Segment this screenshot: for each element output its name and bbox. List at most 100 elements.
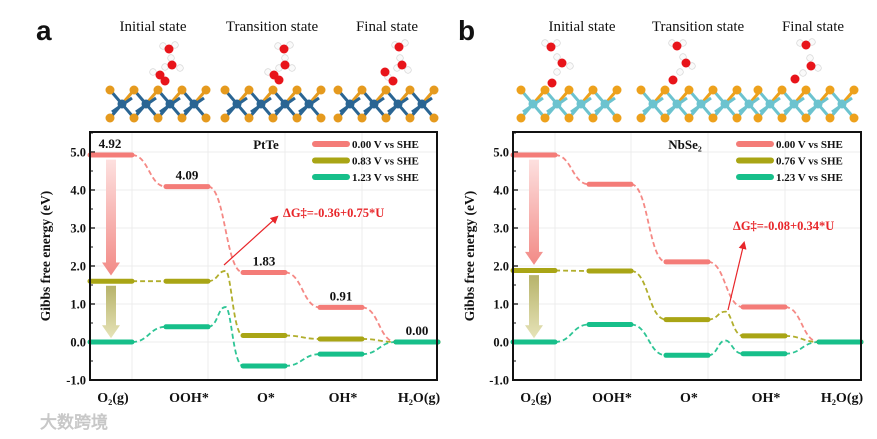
chalcogen-atom — [516, 113, 526, 123]
metal-atom — [369, 99, 379, 109]
chalcogen-atom — [105, 85, 115, 95]
chalcogen-atom — [684, 85, 694, 95]
metal-atom — [600, 99, 610, 109]
metal-atom — [165, 99, 175, 109]
chalcogen-atom — [268, 113, 278, 123]
y-tick-label: 2.0 — [493, 260, 509, 274]
hydrogen-atom — [553, 39, 561, 47]
chalcogen-atom — [516, 85, 526, 95]
chalcogen-atom — [405, 113, 415, 123]
chalcogen-atom — [292, 113, 302, 123]
material-label: PtTe — [253, 137, 279, 152]
metal-atom — [189, 99, 199, 109]
y-tick-label: 3.0 — [70, 222, 86, 236]
metal-atom — [345, 99, 355, 109]
x-category-label: H₂O(g) — [398, 391, 441, 406]
oxygen-atom — [155, 70, 165, 80]
chalcogen-atom — [825, 113, 835, 123]
plot-frame — [512, 131, 862, 381]
hydrogen-atom — [288, 64, 296, 72]
hydrogen-atom — [286, 41, 294, 49]
annotation-arrow — [223, 215, 279, 266]
connector-0-76-v-vs-she — [554, 269, 820, 343]
chalcogen-atom — [849, 85, 859, 95]
oxygen-atom — [280, 60, 290, 70]
potential-shift-arrow-olive — [102, 285, 120, 339]
hydrogen-atom — [396, 54, 404, 62]
oxygen-atom — [397, 60, 407, 70]
state-title-transition-state: Transition state — [652, 19, 745, 35]
connector-1-23-v-vs-she — [554, 323, 820, 357]
chalcogen-atom — [564, 113, 574, 123]
metal-atom — [141, 99, 151, 109]
hydrogen-atom — [401, 39, 409, 47]
chalcogen-atom — [177, 113, 187, 123]
chalcogen-atom — [825, 85, 835, 95]
chalcogen-atom — [357, 113, 367, 123]
oxygen-atom — [388, 76, 398, 86]
oxygen-atom — [790, 74, 800, 84]
structure-initial-state — [516, 39, 622, 123]
potential-shift-arrow-pink — [102, 159, 120, 276]
chalcogen-atom — [268, 85, 278, 95]
y-tick-label: 2.0 — [70, 260, 86, 274]
x-category-label: O₂(g) — [97, 391, 129, 406]
chalcogen-atom — [801, 113, 811, 123]
structure-transition-state — [220, 41, 326, 123]
plot-area — [90, 132, 437, 380]
chalcogen-atom — [612, 113, 622, 123]
panel-label: b — [458, 15, 475, 46]
chalcogen-atom — [429, 85, 439, 95]
oxygen-atom — [164, 44, 174, 54]
state-title-final-state: Final state — [782, 19, 844, 35]
chalcogen-atom — [636, 85, 646, 95]
plot-area — [513, 132, 861, 380]
chalcogen-atom — [153, 85, 163, 95]
x-category-label: OOH* — [592, 391, 632, 406]
panel-label: a — [36, 15, 52, 46]
oxygen-atom — [380, 67, 390, 77]
chalcogen-atom — [201, 85, 211, 95]
chalcogen-atom — [244, 113, 254, 123]
hydrogen-atom — [171, 41, 179, 49]
y-tick-label: 4.0 — [70, 184, 86, 198]
y-tick-label: 0.0 — [70, 336, 86, 350]
x-category-label: O₂(g) — [520, 391, 552, 406]
metal-atom — [648, 99, 658, 109]
y-tick-label: -1.0 — [489, 374, 509, 388]
chalcogen-atom — [292, 85, 302, 95]
legend-label: 0.00 V vs SHE — [776, 139, 843, 151]
metal-atom — [304, 99, 314, 109]
metal-atom — [744, 99, 754, 109]
hydrogen-atom — [161, 63, 169, 71]
state-title-final-state: Final state — [356, 19, 418, 35]
y-tick-label: 5.0 — [70, 146, 86, 160]
barrier-annotation: ΔG‡=-0.08+0.34*U — [733, 219, 834, 233]
chalcogen-atom — [540, 85, 550, 95]
metal-atom — [232, 99, 242, 109]
metal-atom — [765, 99, 775, 109]
hydrogen-atom — [814, 64, 822, 72]
chalcogen-atom — [708, 113, 718, 123]
chalcogen-atom — [316, 113, 326, 123]
legend-label: 1.23 V vs SHE — [776, 172, 843, 184]
oxygen-atom — [557, 58, 567, 68]
chalcogen-atom — [333, 113, 343, 123]
hydrogen-atom — [404, 66, 412, 74]
data-label: 1.83 — [253, 253, 276, 268]
data-label: 4.09 — [176, 168, 199, 183]
chalcogen-atom — [429, 113, 439, 123]
legend-label: 0.00 V vs SHE — [352, 139, 419, 151]
barrier-annotation: ΔG‡=-0.36+0.75*U — [283, 206, 384, 220]
oxygen-atom — [274, 75, 284, 85]
legend-label: 0.76 V vs SHE — [776, 156, 843, 168]
connector-0-83-v-vs-she — [132, 270, 397, 343]
state-title-initial-state: Initial state — [548, 19, 615, 35]
metal-atom — [393, 99, 403, 109]
structure-final-state — [753, 38, 859, 123]
chalcogen-atom — [220, 85, 230, 95]
oxygen-atom — [681, 58, 691, 68]
chalcogen-atom — [220, 113, 230, 123]
hydrogen-atom — [566, 62, 574, 70]
x-category-label: O* — [257, 391, 275, 406]
